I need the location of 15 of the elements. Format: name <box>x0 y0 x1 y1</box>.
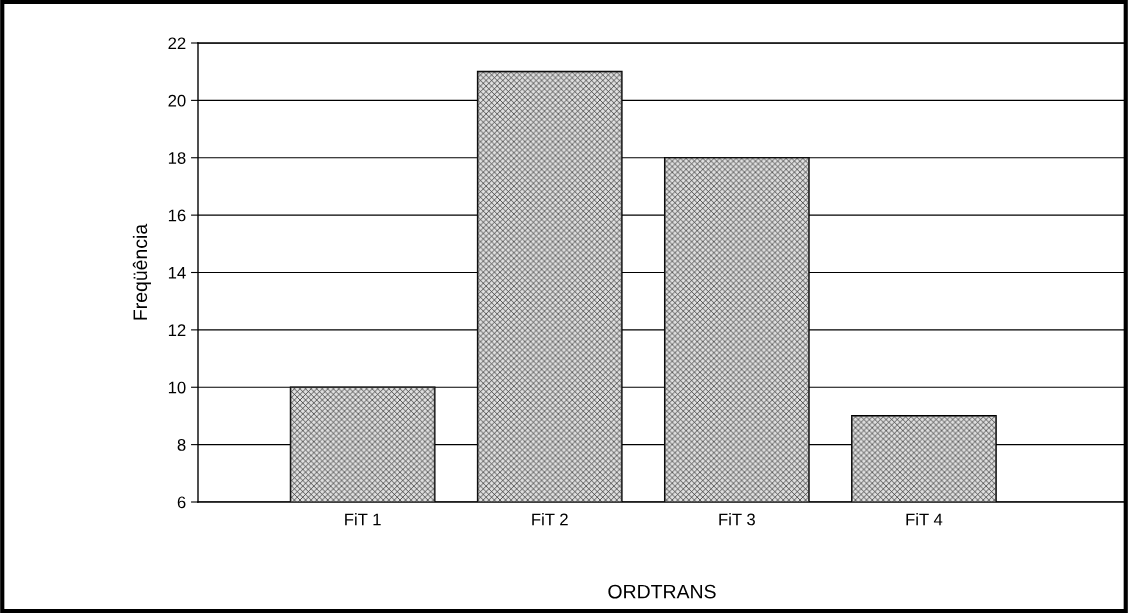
x-axis-title: ORDTRANS <box>608 584 716 599</box>
y-tick-label: 20 <box>168 94 186 107</box>
x-tick-label: FiT 2 <box>532 513 568 526</box>
y-tick-label: 16 <box>168 209 186 222</box>
y-axis-title: Freqüência <box>132 223 151 320</box>
y-tick-label: 6 <box>177 496 186 509</box>
x-tick-label: FiT 3 <box>719 513 755 526</box>
y-tick-label: 12 <box>168 324 186 336</box>
x-tick-label: FiT 4 <box>906 513 943 526</box>
y-tick-label: 8 <box>177 439 186 451</box>
y-tick-label: 18 <box>168 152 186 164</box>
x-tick-label: FiT 1 <box>345 513 381 526</box>
y-tick-label: 14 <box>168 267 186 279</box>
y-tick-label: 22 <box>168 37 186 50</box>
y-tick-label: 10 <box>168 381 186 394</box>
